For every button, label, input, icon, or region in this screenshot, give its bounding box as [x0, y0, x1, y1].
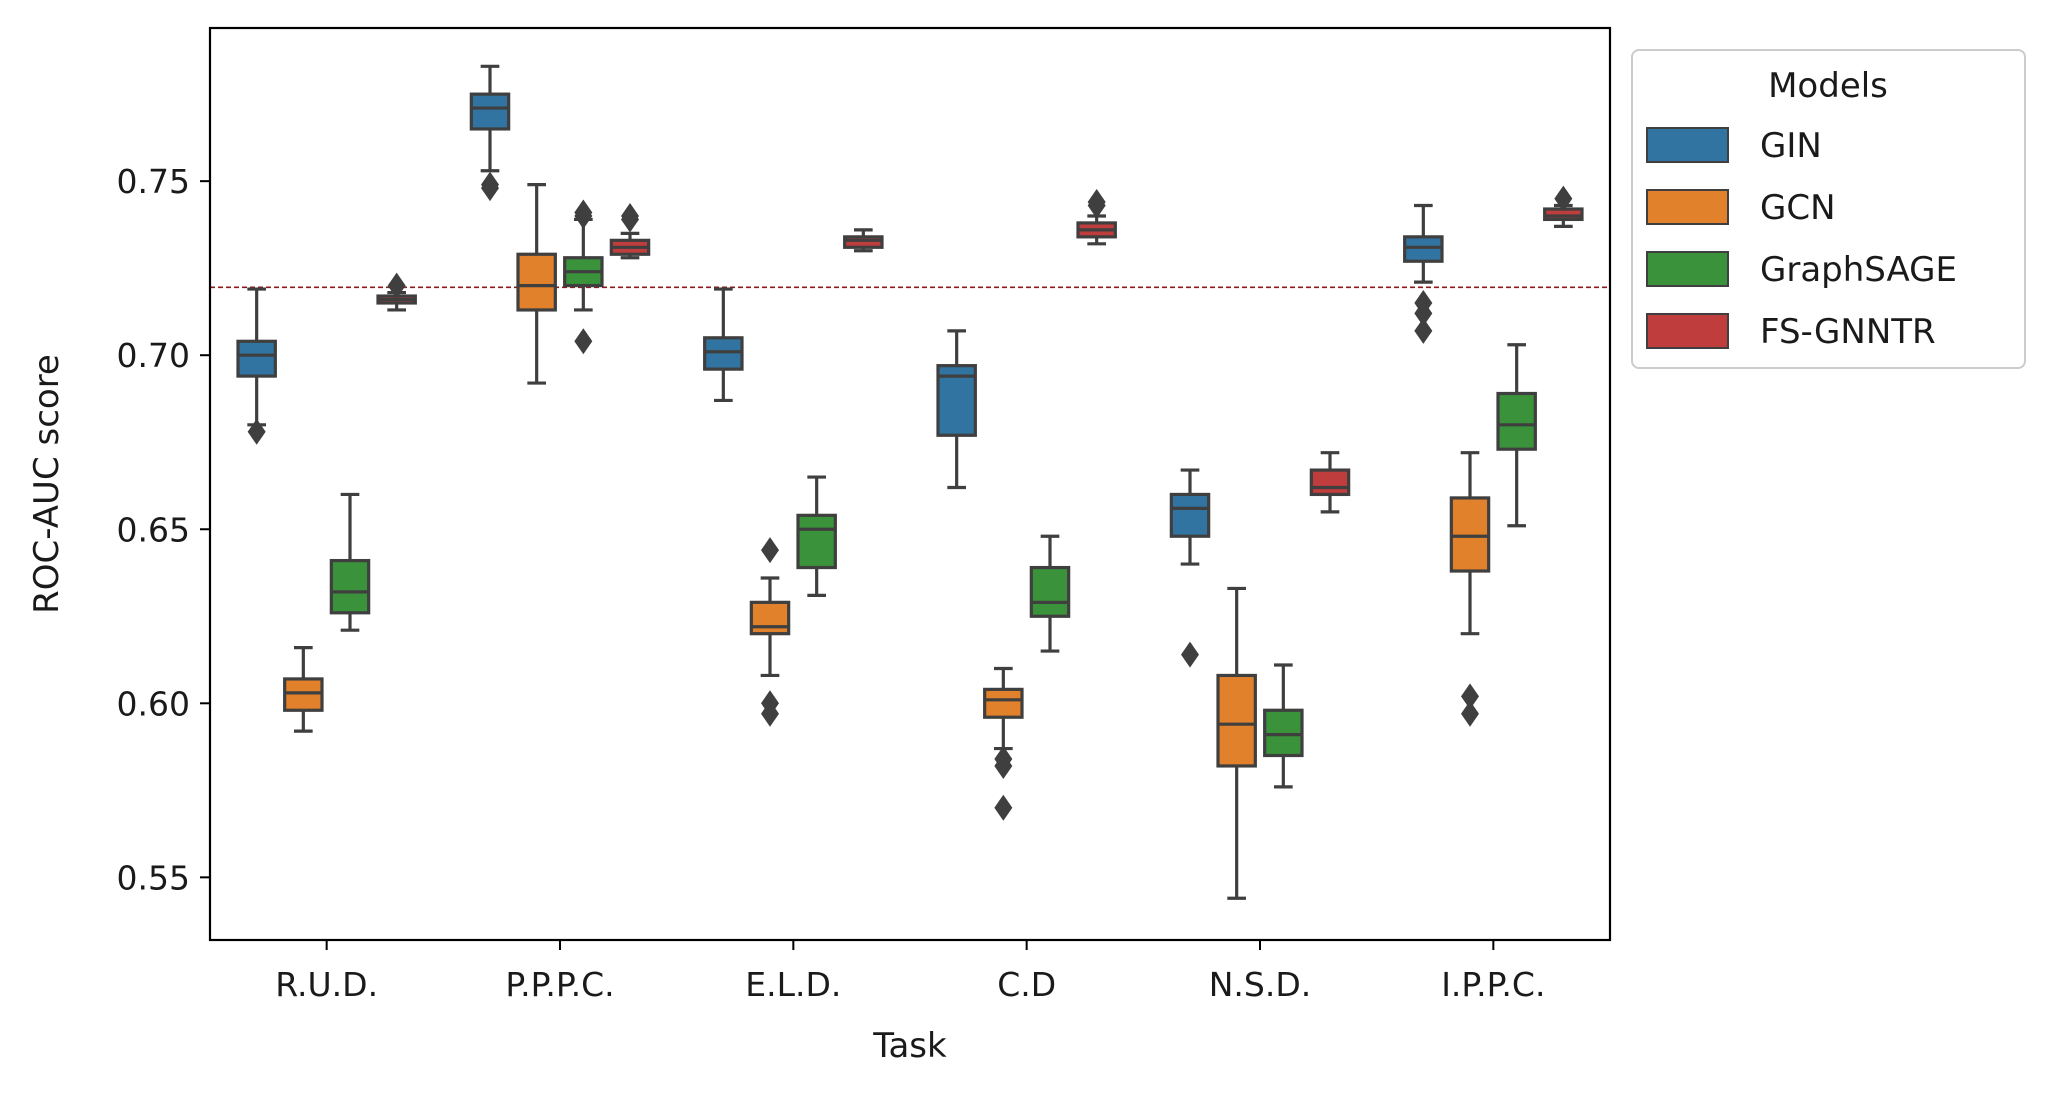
box-gin-p-p-p-c: [469, 64, 511, 202]
x-axis-title: Task: [872, 1026, 947, 1066]
iqr-box: [236, 339, 277, 378]
outlier-marker: [761, 690, 779, 717]
outlier-marker: [574, 199, 593, 226]
legend-label-fs-gnntr: FS-GNNTR: [1760, 312, 1936, 352]
y-tick-label: 0.65: [117, 510, 190, 549]
box-gcn-c-d: [983, 666, 1024, 821]
x-tick-label-c-d: C.D: [997, 965, 1056, 1004]
box-graphsage-i-p-p-c: [1496, 343, 1537, 528]
outlier-marker: [761, 537, 779, 564]
outlier-marker: [387, 272, 406, 299]
y-axis-title: ROC-AUC score: [27, 354, 67, 614]
iqr-box: [469, 92, 511, 131]
legend-title: Models: [1768, 66, 1888, 106]
plot-area-frame: [208, 26, 1612, 942]
iqr-box: [1263, 708, 1304, 758]
box-graphsage-n-s-d: [1263, 663, 1304, 789]
legend-label-gin: GIN: [1760, 126, 1822, 166]
iqr-box: [843, 235, 884, 249]
legend-label-gcn: GCN: [1760, 188, 1836, 228]
iqr-box: [1309, 468, 1351, 497]
box-gcn-p-p-p-c: [516, 183, 557, 385]
iqr-box: [516, 252, 557, 312]
box-fs-gnntr-e-l-d: [843, 228, 884, 253]
iqr-box: [1169, 492, 1211, 538]
legend-label-graphsage: GraphSAGE: [1760, 250, 1957, 290]
iqr-box: [1496, 391, 1537, 451]
box-graphsage-e-l-d: [796, 475, 837, 597]
iqr-box: [703, 336, 744, 371]
iqr-box: [1216, 673, 1257, 768]
legend-frame: [1631, 49, 2026, 369]
outlier-marker: [621, 202, 639, 229]
outlier-marker: [1414, 289, 1433, 316]
legend-swatch-gin: [1646, 127, 1729, 163]
outlier-marker: [247, 418, 266, 445]
x-tick-label-n-s-d: N.S.D.: [1209, 965, 1312, 1004]
outlier-marker: [1461, 683, 1479, 710]
outlier-marker: [1087, 189, 1106, 216]
outlier-marker: [574, 328, 593, 355]
box-graphsage-c-d: [1029, 534, 1071, 653]
box-gcn-n-s-d: [1216, 586, 1257, 900]
box-gin-c-d: [936, 329, 977, 490]
box-graphsage-p-p-p-c: [563, 199, 604, 355]
legend: Models GIN GCN GraphSAGE FS-GNNTR: [1631, 49, 2026, 369]
outlier-marker: [994, 745, 1013, 772]
box-fs-gnntr-c-d: [1076, 189, 1117, 246]
box-gin-r-u-d: [236, 287, 277, 445]
outlier-marker: [1554, 185, 1573, 212]
box-fs-gnntr-i-p-p-c: [1543, 185, 1584, 229]
box-gcn-r-u-d: [283, 646, 324, 733]
y-tick-label: 0.55: [117, 858, 190, 897]
legend-swatch-fs-gnntr: [1646, 313, 1729, 349]
outlier-marker: [1461, 700, 1479, 727]
x-tick-label-r-u-d: R.U.D.: [275, 965, 378, 1004]
y-tick-label: 0.70: [117, 336, 190, 375]
box-fs-gnntr-n-s-d: [1309, 451, 1351, 514]
box-gin-i-p-p-c: [1403, 203, 1444, 344]
iqr-box: [329, 558, 371, 615]
box-graphsage-r-u-d: [329, 492, 371, 632]
y-tick-label: 0.60: [117, 684, 190, 723]
outlier-marker: [1414, 317, 1433, 344]
iqr-box: [983, 687, 1024, 719]
iqr-box: [1029, 565, 1071, 618]
legend-swatch-gcn: [1646, 189, 1729, 225]
x-tick-label-p-p-p-c: P.P.P.C.: [505, 965, 614, 1004]
y-tick-label: 0.75: [117, 162, 190, 201]
legend-swatch-graphsage: [1646, 251, 1729, 287]
box-fs-gnntr-r-u-d: [376, 272, 417, 312]
box-fs-gnntr-p-p-p-c: [609, 202, 651, 260]
outlier-marker: [1181, 641, 1199, 668]
outlier-marker: [481, 171, 499, 198]
iqr-box: [283, 677, 324, 712]
iqr-box: [749, 600, 791, 636]
box-gin-e-l-d: [703, 287, 744, 403]
iqr-box: [796, 513, 837, 570]
box-gcn-i-p-p-c: [1449, 451, 1491, 727]
iqr-box: [1449, 496, 1491, 573]
outlier-marker: [994, 794, 1013, 821]
box-gin-n-s-d: [1169, 468, 1211, 668]
iqr-box: [1403, 235, 1444, 263]
x-tick-label-e-l-d: E.L.D.: [745, 965, 841, 1004]
x-tick-label-i-p-p-c: I.P.P.C.: [1441, 965, 1545, 1004]
box-gcn-e-l-d: [749, 537, 791, 727]
